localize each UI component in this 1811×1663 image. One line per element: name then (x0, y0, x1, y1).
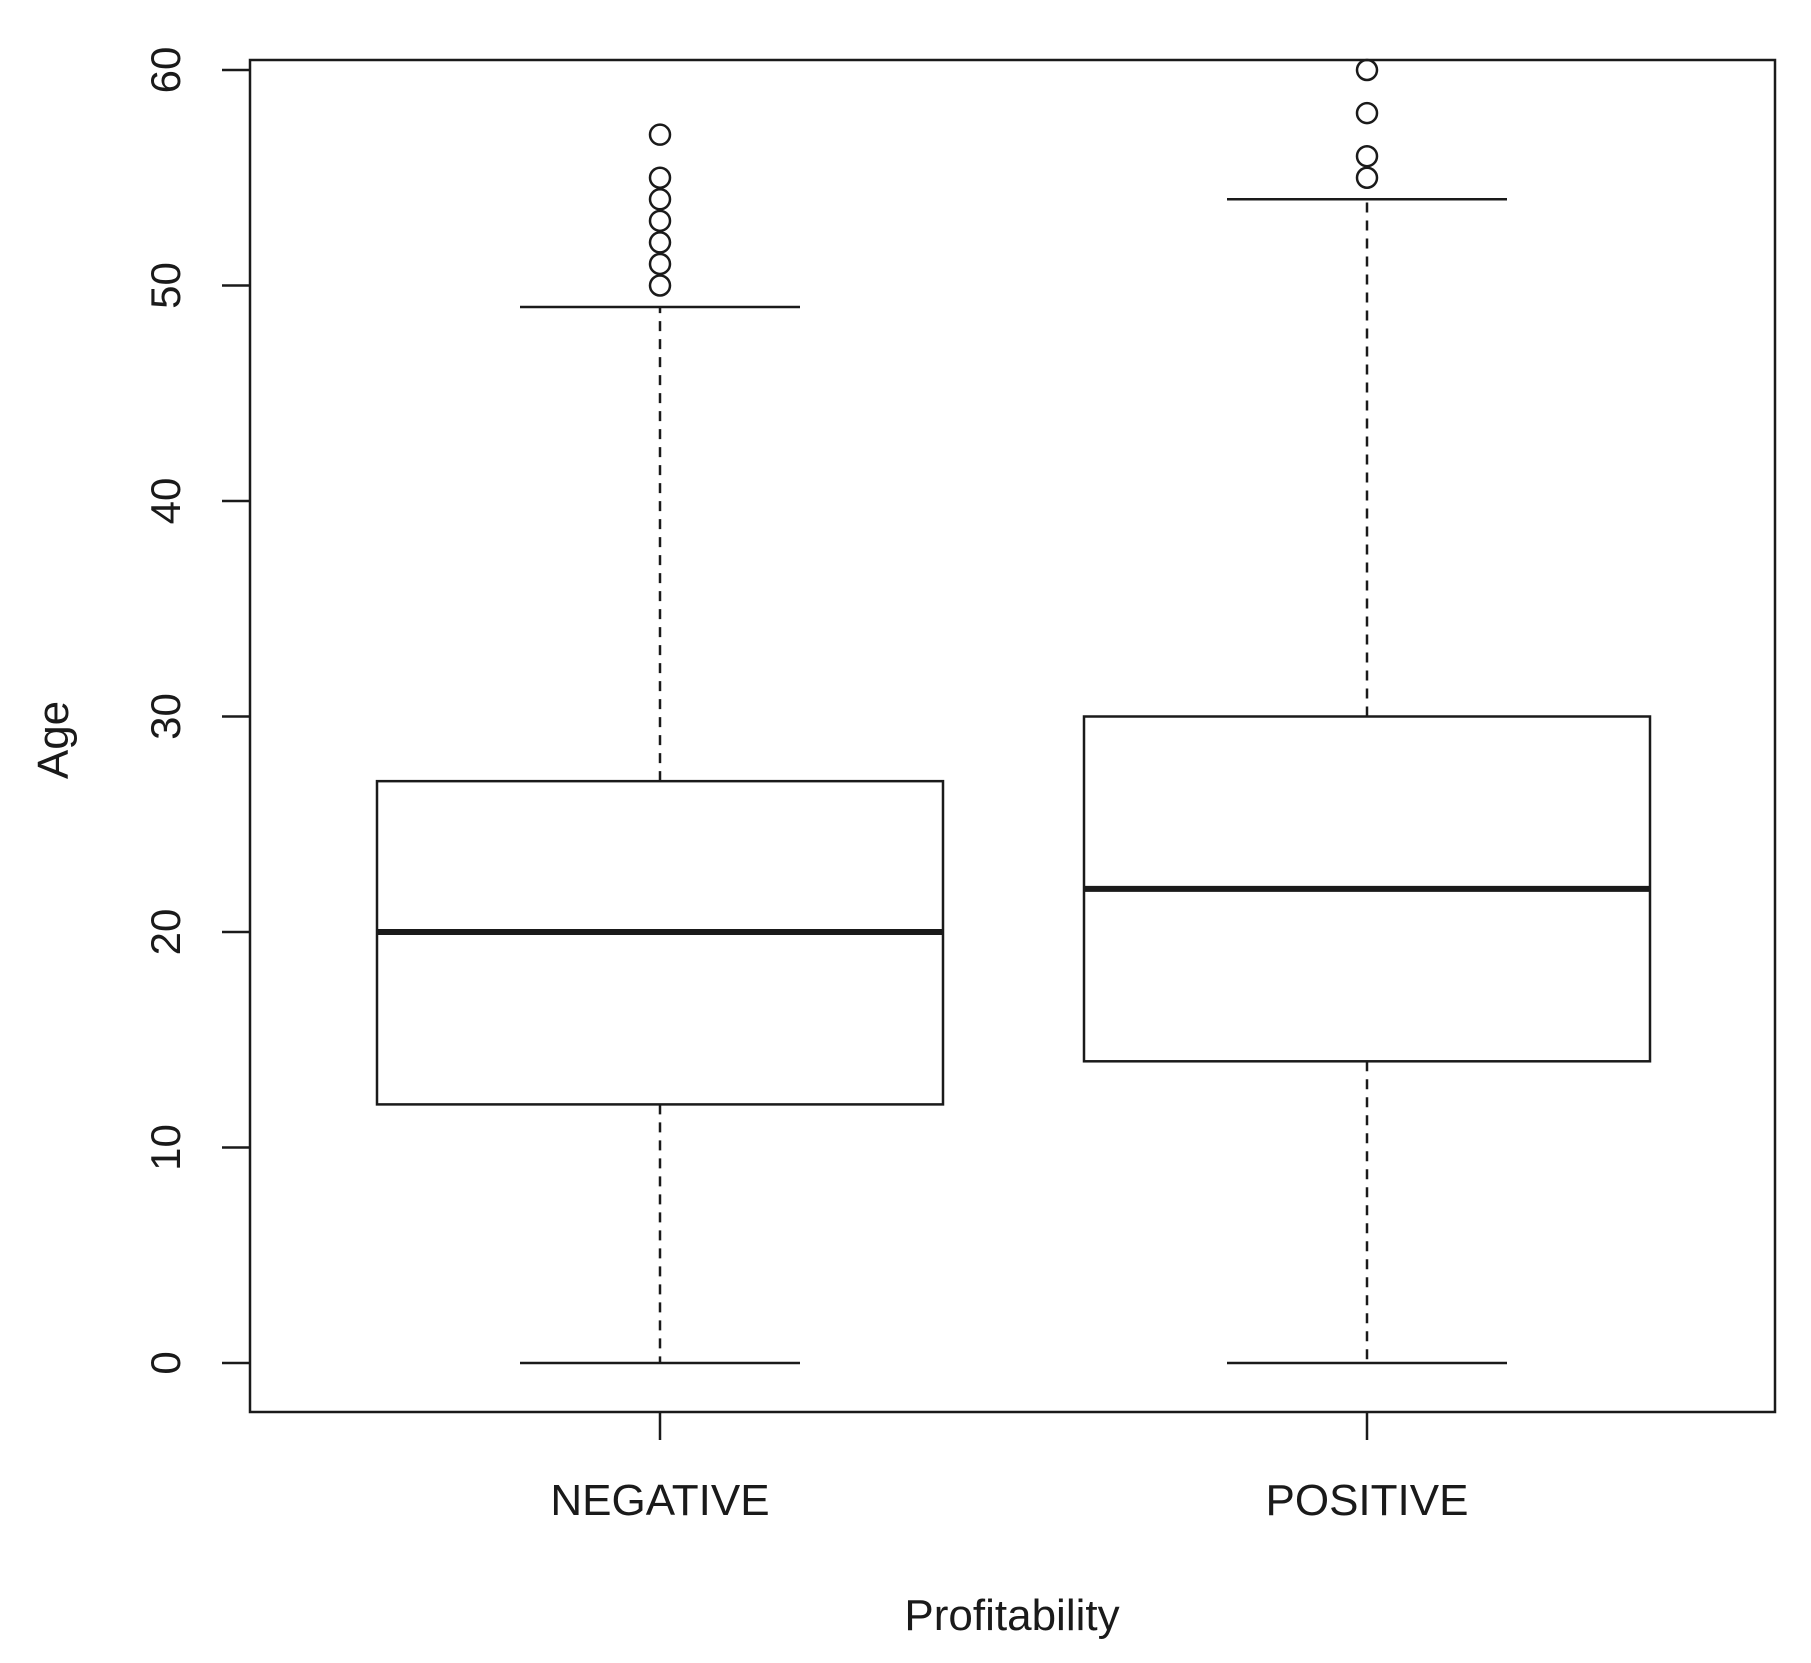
outlier-negative-5 (648, 166, 672, 189)
outlier-negative-2 (648, 231, 672, 254)
outlier-positive-0 (1355, 166, 1379, 189)
x-tick-label-positive: POSITIVE (1266, 1476, 1469, 1525)
plot-frame (248, 58, 1777, 1414)
outlier-negative-6 (648, 123, 672, 146)
outlier-positive-3 (1355, 58, 1379, 82)
x-axis: NEGATIVE POSITIVE (550, 1412, 1468, 1525)
box-negative (375, 123, 945, 1365)
y-tick-label-20: 20 (142, 909, 189, 956)
y-tick-label-0: 0 (142, 1351, 189, 1374)
x-axis-label: Profitability (904, 1591, 1119, 1640)
boxes-group (375, 58, 1652, 1365)
y-tick-label-10: 10 (142, 1124, 189, 1171)
outlier-positive-1 (1355, 144, 1379, 168)
outlier-negative-0 (648, 274, 672, 297)
y-axis: 0 10 20 30 40 50 60 (142, 47, 250, 1375)
box-positive (1082, 58, 1652, 1365)
y-tick-label-60: 60 (142, 47, 189, 94)
y-tick-label-50: 50 (142, 262, 189, 309)
outlier-positive-2 (1355, 101, 1379, 125)
y-tick-label-30: 30 (142, 693, 189, 740)
iqr-box-negative (375, 779, 945, 1106)
outlier-negative-3 (648, 209, 672, 233)
y-axis-label: Age (29, 701, 78, 779)
y-tick-label-40: 40 (142, 478, 189, 525)
x-tick-label-negative: NEGATIVE (550, 1476, 769, 1525)
outlier-negative-4 (648, 188, 672, 211)
outlier-negative-1 (648, 252, 672, 276)
